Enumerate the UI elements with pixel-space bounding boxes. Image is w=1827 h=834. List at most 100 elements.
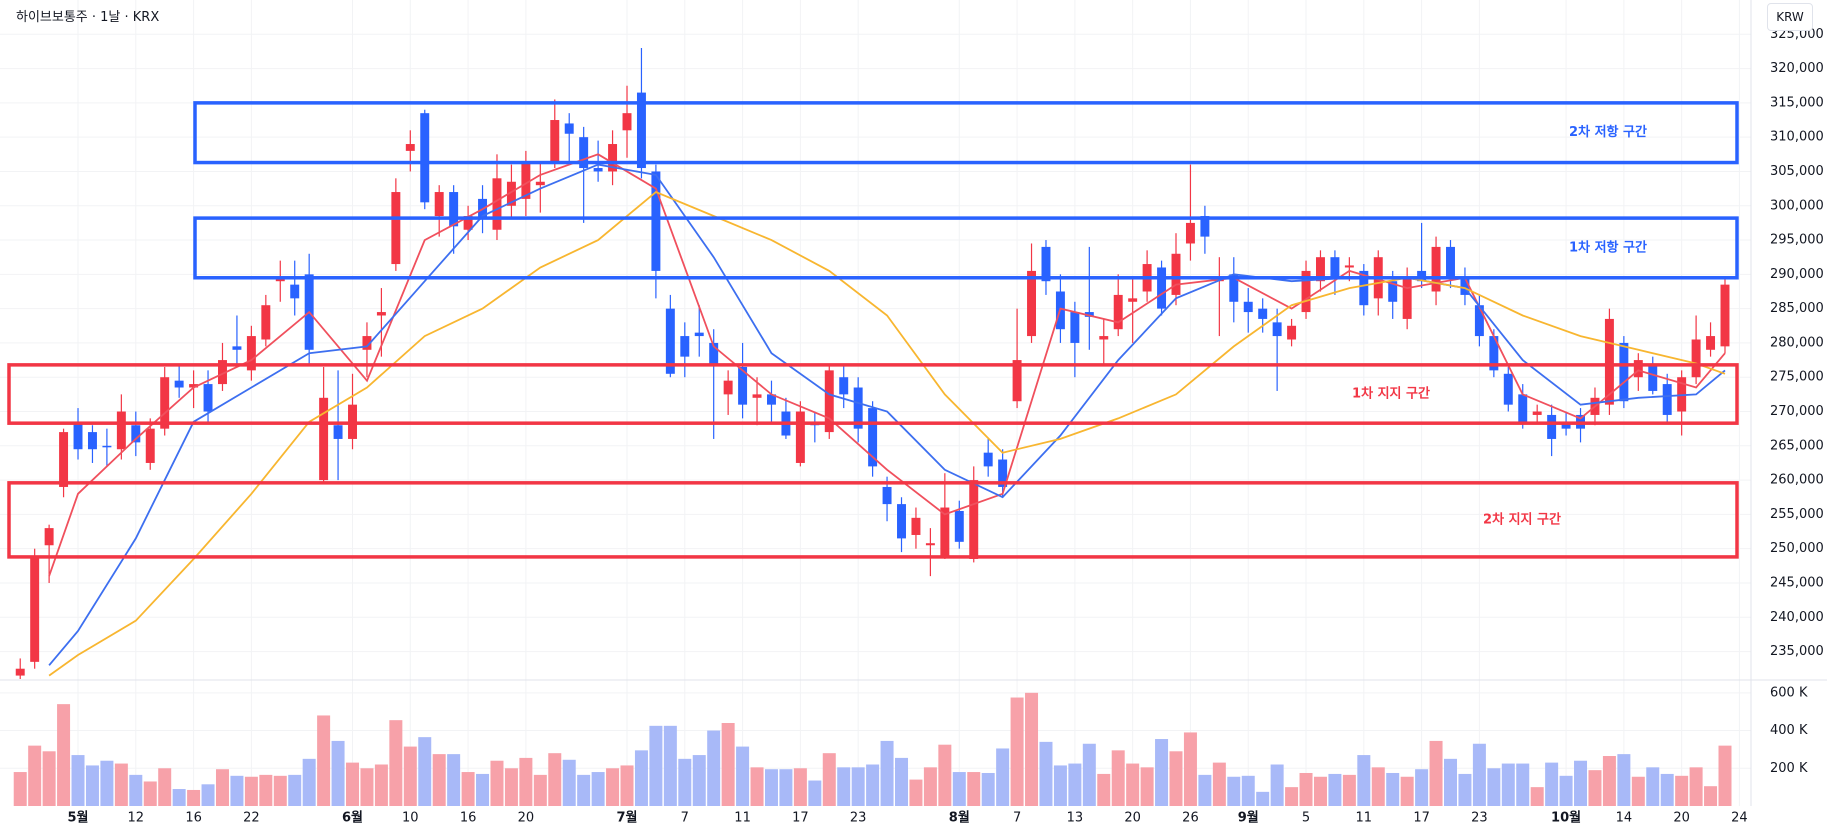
candle-body [665, 308, 675, 374]
volume-bar [1501, 763, 1515, 806]
volume-tick-label: 400 K [1770, 723, 1808, 738]
volume-bar [158, 768, 172, 806]
x-tick-label: 9월 [1238, 810, 1259, 826]
candle-body [102, 445, 112, 448]
volume-bar [1126, 763, 1140, 806]
candle-body [738, 366, 748, 405]
volume-bar [1559, 775, 1573, 806]
candle-body [1301, 270, 1311, 313]
volume-bar [1328, 773, 1342, 806]
y-tick-label: 270,000 [1770, 404, 1824, 419]
candle-body [1157, 267, 1167, 309]
candle-body [1330, 257, 1340, 278]
volume-bar [649, 725, 663, 806]
volume-bar [1443, 758, 1457, 806]
volume-bar [678, 758, 692, 806]
candle-body [1171, 253, 1181, 295]
volume-bar [967, 772, 981, 806]
candle-body [145, 428, 155, 463]
candle-body [824, 370, 834, 433]
candle-body [1027, 270, 1037, 337]
candle-body [1706, 336, 1716, 350]
candle-body [1604, 318, 1614, 405]
volume-bar [1111, 750, 1125, 806]
candle-body [983, 452, 993, 467]
y-tick-label: 290,000 [1770, 267, 1824, 282]
candle-body [1185, 222, 1195, 244]
volume-bar [244, 776, 258, 806]
candle-body [44, 528, 54, 546]
volume-bar [880, 740, 894, 806]
volume-bar [981, 772, 995, 806]
x-tick-label: 8월 [949, 810, 970, 826]
candle-body [30, 555, 40, 662]
candle-body [954, 510, 964, 542]
volume-bar [71, 755, 85, 806]
candle-body [752, 394, 762, 398]
candle-body [564, 123, 574, 134]
x-tick-label: 16 [460, 811, 477, 826]
volume-bar [1602, 756, 1616, 806]
x-tick-label: 7 [1013, 811, 1021, 826]
candle-body [1431, 246, 1441, 292]
x-tick-label: 23 [850, 811, 867, 826]
volume-bar [288, 774, 302, 806]
volume-bar [57, 704, 71, 806]
candle-body [1041, 246, 1051, 282]
candle-body [1460, 277, 1470, 295]
zone-label: 1차 지지 구간 [1352, 386, 1430, 402]
candle-body [333, 425, 343, 439]
candle-body [940, 507, 950, 556]
candle-body [203, 384, 213, 412]
volume-bar [1400, 776, 1414, 806]
symbol-title: 하이브보통주 · 1날 · KRX [16, 10, 160, 25]
volume-bar [490, 760, 504, 806]
candle-body [131, 425, 141, 443]
y-tick-label: 300,000 [1770, 198, 1824, 213]
candle-body [1315, 257, 1325, 282]
volume-bar [1256, 791, 1270, 806]
candle-body [246, 336, 256, 371]
candle-body [550, 120, 560, 162]
candle-body [1518, 394, 1528, 422]
currency-button[interactable]: KRW [1767, 3, 1813, 31]
volume-bar [418, 737, 432, 806]
candle-body [1532, 411, 1542, 415]
volume-bar [1241, 775, 1255, 806]
volume-bar [1039, 741, 1053, 806]
x-tick-label: 13 [1067, 811, 1084, 826]
volume-bar [360, 768, 374, 806]
candle-body [391, 192, 401, 265]
candle-body [290, 284, 300, 299]
candle-body [1561, 421, 1571, 429]
volume-bar [548, 753, 562, 806]
candle-body [1084, 312, 1094, 317]
candle-body [535, 181, 545, 186]
x-tick-label: 7 [681, 811, 689, 826]
candle-body [1070, 312, 1080, 343]
volume-bar [476, 773, 490, 806]
zone-box [193, 216, 1739, 280]
candle-body [15, 668, 25, 676]
x-tick-label: 6월 [342, 810, 363, 826]
volume-bar [793, 768, 807, 806]
volume-bar [374, 764, 388, 806]
volume-bar [851, 767, 865, 806]
volume-bar [1530, 787, 1544, 806]
candle-body [1344, 265, 1354, 268]
volume-bar [331, 740, 345, 806]
candle-body [1359, 270, 1369, 306]
x-tick-label: 14 [1616, 811, 1633, 826]
candle-body [420, 113, 430, 203]
y-tick-label: 310,000 [1770, 130, 1824, 145]
x-tick-label: 10월 [1551, 810, 1581, 826]
candle-body [59, 432, 69, 487]
x-tick-label: 22 [243, 811, 260, 826]
volume-bar [577, 774, 591, 806]
volume-bar [779, 769, 793, 806]
volume-bar [1631, 776, 1645, 806]
volume-bar [895, 757, 909, 806]
candle-body [651, 171, 661, 271]
candle-body [362, 336, 372, 350]
